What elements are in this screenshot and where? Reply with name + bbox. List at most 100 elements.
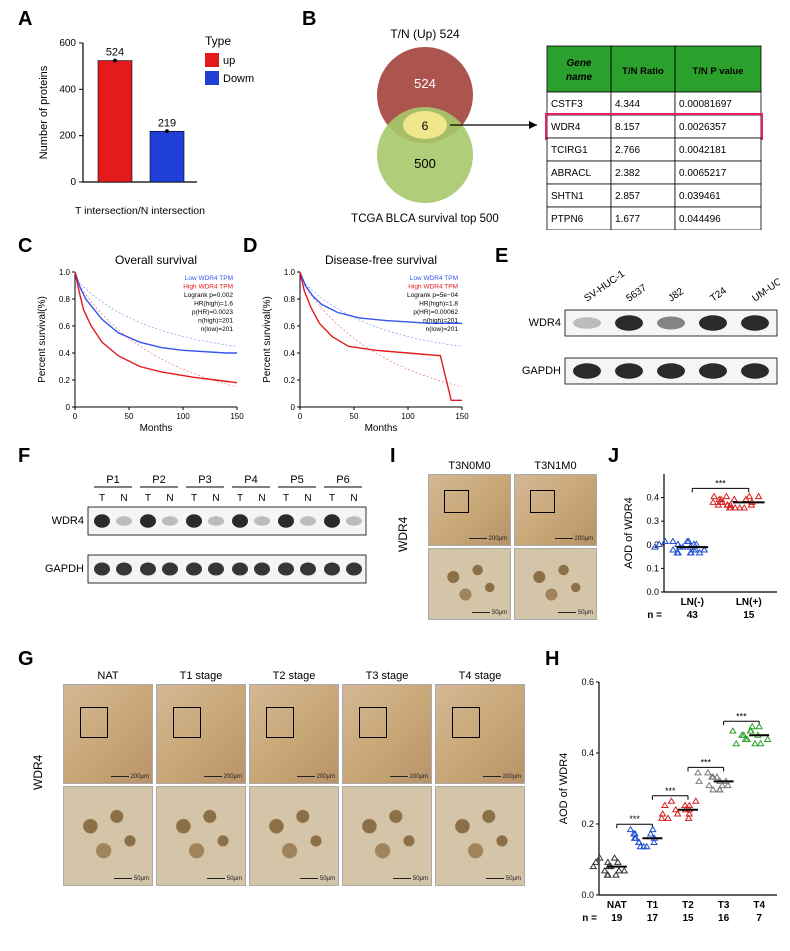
label-f: F	[18, 445, 30, 468]
svg-text:SV-HUC-1: SV-HUC-1	[582, 268, 627, 304]
svg-text:150: 150	[455, 412, 469, 421]
svg-text:CSTF3: CSTF3	[551, 99, 583, 110]
panel-d-survival: Disease-free survival00.20.40.60.81.0050…	[260, 250, 470, 435]
svg-text:5637: 5637	[624, 282, 649, 304]
svg-text:n =: n =	[647, 610, 662, 621]
svg-text:n(low)=201: n(low)=201	[201, 326, 234, 333]
svg-text:T intersection/N intersection: T intersection/N intersection	[75, 205, 205, 217]
label-a: A	[18, 8, 32, 31]
svg-text:WDR4: WDR4	[551, 122, 581, 133]
svg-text:TCGA BLCA survival top 500: TCGA BLCA survival top 500	[351, 213, 499, 225]
svg-text:500: 500	[414, 156, 436, 171]
svg-text:0.0065217: 0.0065217	[679, 168, 727, 179]
svg-text:0.4: 0.4	[646, 493, 659, 503]
svg-text:0: 0	[73, 412, 78, 421]
svg-text:name: name	[566, 72, 593, 83]
svg-text:T: T	[145, 493, 151, 504]
svg-text:ABRACL: ABRACL	[551, 168, 591, 179]
svg-text:LN(-): LN(-)	[681, 597, 704, 608]
svg-text:150: 150	[230, 412, 244, 421]
svg-text:J82: J82	[666, 286, 686, 305]
svg-text:AOD of WDR4: AOD of WDR4	[623, 497, 635, 569]
svg-text:T: T	[329, 493, 335, 504]
svg-text:Gene: Gene	[566, 58, 591, 69]
svg-text:p(HR)=0.00062: p(HR)=0.00062	[413, 309, 458, 316]
svg-text:T: T	[237, 493, 243, 504]
svg-text:T24: T24	[708, 285, 729, 304]
svg-text:UM-UC-3: UM-UC-3	[750, 271, 780, 304]
svg-text:0.2: 0.2	[284, 376, 296, 385]
svg-text:Dowm: Dowm	[223, 73, 254, 85]
svg-text:0.0042181: 0.0042181	[679, 145, 727, 156]
svg-text:8.157: 8.157	[615, 122, 640, 133]
svg-text:n(low)=201: n(low)=201	[426, 326, 459, 333]
panel-j-scatter: 0.00.10.20.30.4AOD of WDR4LN(-)43***LN(+…	[620, 460, 785, 640]
svg-text:100: 100	[176, 412, 190, 421]
svg-text:T/N Ratio: T/N Ratio	[622, 66, 664, 77]
panel-f-blot: P1TNP2TNP3TNP4TNP5TNP6TNWDR4GAPDH	[35, 465, 385, 630]
svg-text:WDR4: WDR4	[52, 515, 84, 527]
svg-text:***: ***	[736, 711, 747, 721]
svg-text:T1: T1	[647, 900, 659, 911]
svg-text:up: up	[223, 55, 235, 67]
svg-text:TCIRG1: TCIRG1	[551, 145, 588, 156]
svg-text:WDR4: WDR4	[529, 317, 561, 329]
svg-text:NAT: NAT	[607, 900, 627, 911]
svg-text:1.0: 1.0	[284, 268, 296, 277]
svg-text:0.4: 0.4	[284, 349, 296, 358]
svg-text:0.8: 0.8	[59, 295, 71, 304]
svg-text:Logrank p=5e−04: Logrank p=5e−04	[407, 292, 458, 299]
svg-text:T/N (Up) 524: T/N (Up) 524	[390, 27, 460, 41]
svg-text:0.039461: 0.039461	[679, 191, 721, 202]
svg-text:***: ***	[629, 814, 640, 824]
svg-text:0.3: 0.3	[646, 516, 659, 526]
svg-text:0.6: 0.6	[581, 677, 594, 687]
svg-text:P6: P6	[336, 474, 349, 486]
svg-text:43: 43	[687, 610, 699, 621]
svg-text:0.6: 0.6	[59, 322, 71, 331]
svg-text:SHTN1: SHTN1	[551, 191, 584, 202]
svg-text:0.0: 0.0	[646, 587, 659, 597]
svg-text:High WDR4 TPM: High WDR4 TPM	[408, 284, 458, 291]
svg-text:T2: T2	[682, 900, 694, 911]
svg-text:HR(high)=1.8: HR(high)=1.8	[419, 301, 458, 308]
panel-e-blot: SV-HUC-15637 J82 T24 UM-UC-3 WDR4 GAPDH	[515, 260, 780, 420]
svg-text:N: N	[212, 493, 219, 504]
svg-text:Number of proteins: Number of proteins	[38, 65, 50, 159]
svg-text:High WDR4 TPM: High WDR4 TPM	[183, 284, 233, 291]
svg-text:T: T	[99, 493, 105, 504]
svg-text:Logrank p=0.002: Logrank p=0.002	[184, 292, 233, 299]
panel-a-barchart: 0200400600524219Number of proteinsT inte…	[35, 25, 295, 220]
svg-text:0.4: 0.4	[59, 349, 71, 358]
svg-text:Percent survival(%): Percent survival(%)	[262, 296, 273, 383]
svg-text:0: 0	[298, 412, 303, 421]
svg-text:2.857: 2.857	[615, 191, 640, 202]
svg-text:0.2: 0.2	[59, 376, 71, 385]
svg-text:Low WDR4 TPM: Low WDR4 TPM	[410, 275, 458, 282]
svg-text:100: 100	[401, 412, 415, 421]
panel-c-survival: Overall survival00.20.40.60.81.005010015…	[35, 250, 245, 435]
svg-text:P4: P4	[244, 474, 257, 486]
label-g: G	[18, 648, 34, 671]
svg-text:Overall survival: Overall survival	[115, 253, 197, 267]
svg-text:50: 50	[125, 412, 134, 421]
svg-text:Percent survival(%): Percent survival(%)	[37, 296, 48, 383]
svg-text:T: T	[191, 493, 197, 504]
svg-text:GAPDH: GAPDH	[522, 365, 561, 377]
label-i: I	[390, 445, 396, 468]
svg-text:1.677: 1.677	[615, 214, 640, 225]
svg-text:***: ***	[715, 478, 726, 488]
svg-text:219: 219	[158, 117, 176, 129]
label-j: J	[608, 445, 619, 468]
svg-text:524: 524	[414, 76, 436, 91]
svg-text:0: 0	[291, 403, 296, 412]
panel-b-venn-table: T/N (Up) 5245246500TCGA BLCA survival to…	[315, 20, 775, 230]
svg-text:15: 15	[682, 913, 694, 924]
svg-text:***: ***	[665, 786, 676, 796]
svg-text:0.0: 0.0	[581, 890, 594, 900]
svg-text:19: 19	[611, 913, 623, 924]
svg-text:***: ***	[701, 757, 712, 767]
panel-g-ihc: NATT1 stageT2 stageT3 stageT4 stage200μm…	[35, 670, 540, 930]
svg-text:Months: Months	[365, 423, 398, 434]
svg-text:GAPDH: GAPDH	[45, 563, 84, 575]
